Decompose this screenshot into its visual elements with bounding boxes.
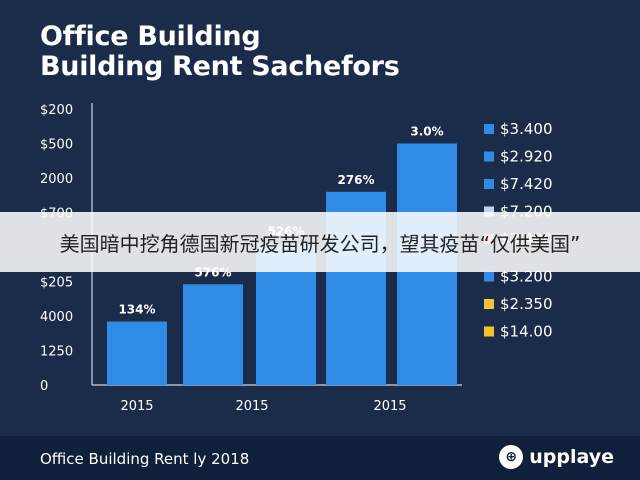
brand-logo: ⊕ upplaye [499,445,614,469]
legend-label: $2.350 [500,295,553,313]
legend-swatch [484,271,494,282]
legend-label: $3.200 [500,268,553,286]
footer-bar: Office Building Rent ly 2018 ⊕ upplaye [0,436,640,480]
x-tick-label: 2015 [235,399,268,414]
brand-globe-icon: ⊕ [499,445,524,469]
y-tick-label: $205 [40,276,73,291]
bar-value-label: 276% [337,173,374,187]
legend-label: $2.920 [500,148,553,166]
bar [183,284,243,385]
y-tick-label: 1250 [40,345,73,360]
chart-title: Office Building Building Rent Sachefors [40,21,400,82]
title-line-1: Office Building [40,21,261,52]
y-tick-label: 0 [40,379,48,394]
legend-label: $14.00 [500,323,553,341]
legend-label: $7.420 [500,175,553,193]
legend-swatch [484,124,494,134]
bar [107,321,167,385]
legend-label: $3.400 [500,120,553,138]
legend-swatch [484,206,494,217]
footer-text: Office Building Rent ly 2018 [40,450,250,468]
bar-value-label: 3.0% [410,125,443,139]
y-tick-label: $200 [40,103,73,118]
y-tick-label: 2000 [40,172,73,187]
bar-value-label: 134% [118,303,155,317]
x-tick-label: 2015 [373,399,406,414]
y-tick-label: $500 [40,138,73,153]
brand-name: upplaye [529,446,614,468]
legend-swatch [484,151,494,162]
x-tick-label: 2015 [120,399,153,414]
legend-swatch [484,326,494,337]
title-line-2: Building Rent Sachefors [40,51,400,82]
caption-text: 美国暗中挖角德国新冠疫苗研发公司，望其疫苗“仅供美国” [59,231,581,256]
legend-swatch [484,299,494,309]
caption-banner: 美国暗中挖角德国新冠疫苗研发公司，望其疫苗“仅供美国” [0,212,640,272]
legend-swatch [484,179,494,189]
y-tick-label: 4000 [40,310,73,325]
